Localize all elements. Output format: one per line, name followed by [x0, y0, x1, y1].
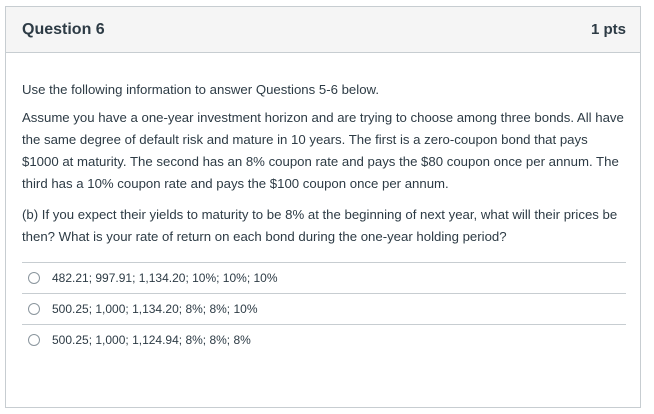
- question-title: Question 6: [22, 20, 105, 38]
- answer-label: 500.25; 1,000; 1,134.20; 8%; 8%; 10%: [52, 302, 258, 316]
- answer-label: 482.21; 997.91; 1,134.20; 10%; 10%; 10%: [52, 271, 278, 285]
- question-intro: Use the following information to answer …: [22, 82, 379, 97]
- answer-option-1[interactable]: 482.21; 997.91; 1,134.20; 10%; 10%; 10%: [22, 262, 626, 293]
- question-points: 1 pts: [590, 21, 626, 38]
- answer-option-2[interactable]: 500.25; 1,000; 1,134.20; 8%; 8%; 10%: [22, 293, 626, 324]
- radio-button[interactable]: [28, 272, 40, 284]
- question-card: Question 6 1 pts Use the following infor…: [5, 6, 641, 408]
- question-prompt: (b) If you expect their yields to maturi…: [22, 207, 618, 244]
- question-scenario: Assume you have a one-year investment ho…: [22, 110, 624, 191]
- answer-option-3[interactable]: 500.25; 1,000; 1,124.94; 8%; 8%; 8%: [22, 324, 626, 355]
- answer-list: 482.21; 997.91; 1,134.20; 10%; 10%; 10% …: [22, 262, 626, 355]
- radio-button[interactable]: [28, 334, 40, 346]
- radio-button[interactable]: [28, 303, 40, 315]
- question-body: Use the following information to answer …: [6, 79, 640, 355]
- question-header: Question 6 1 pts: [6, 7, 640, 53]
- answer-label: 500.25; 1,000; 1,124.94; 8%; 8%; 8%: [52, 333, 251, 347]
